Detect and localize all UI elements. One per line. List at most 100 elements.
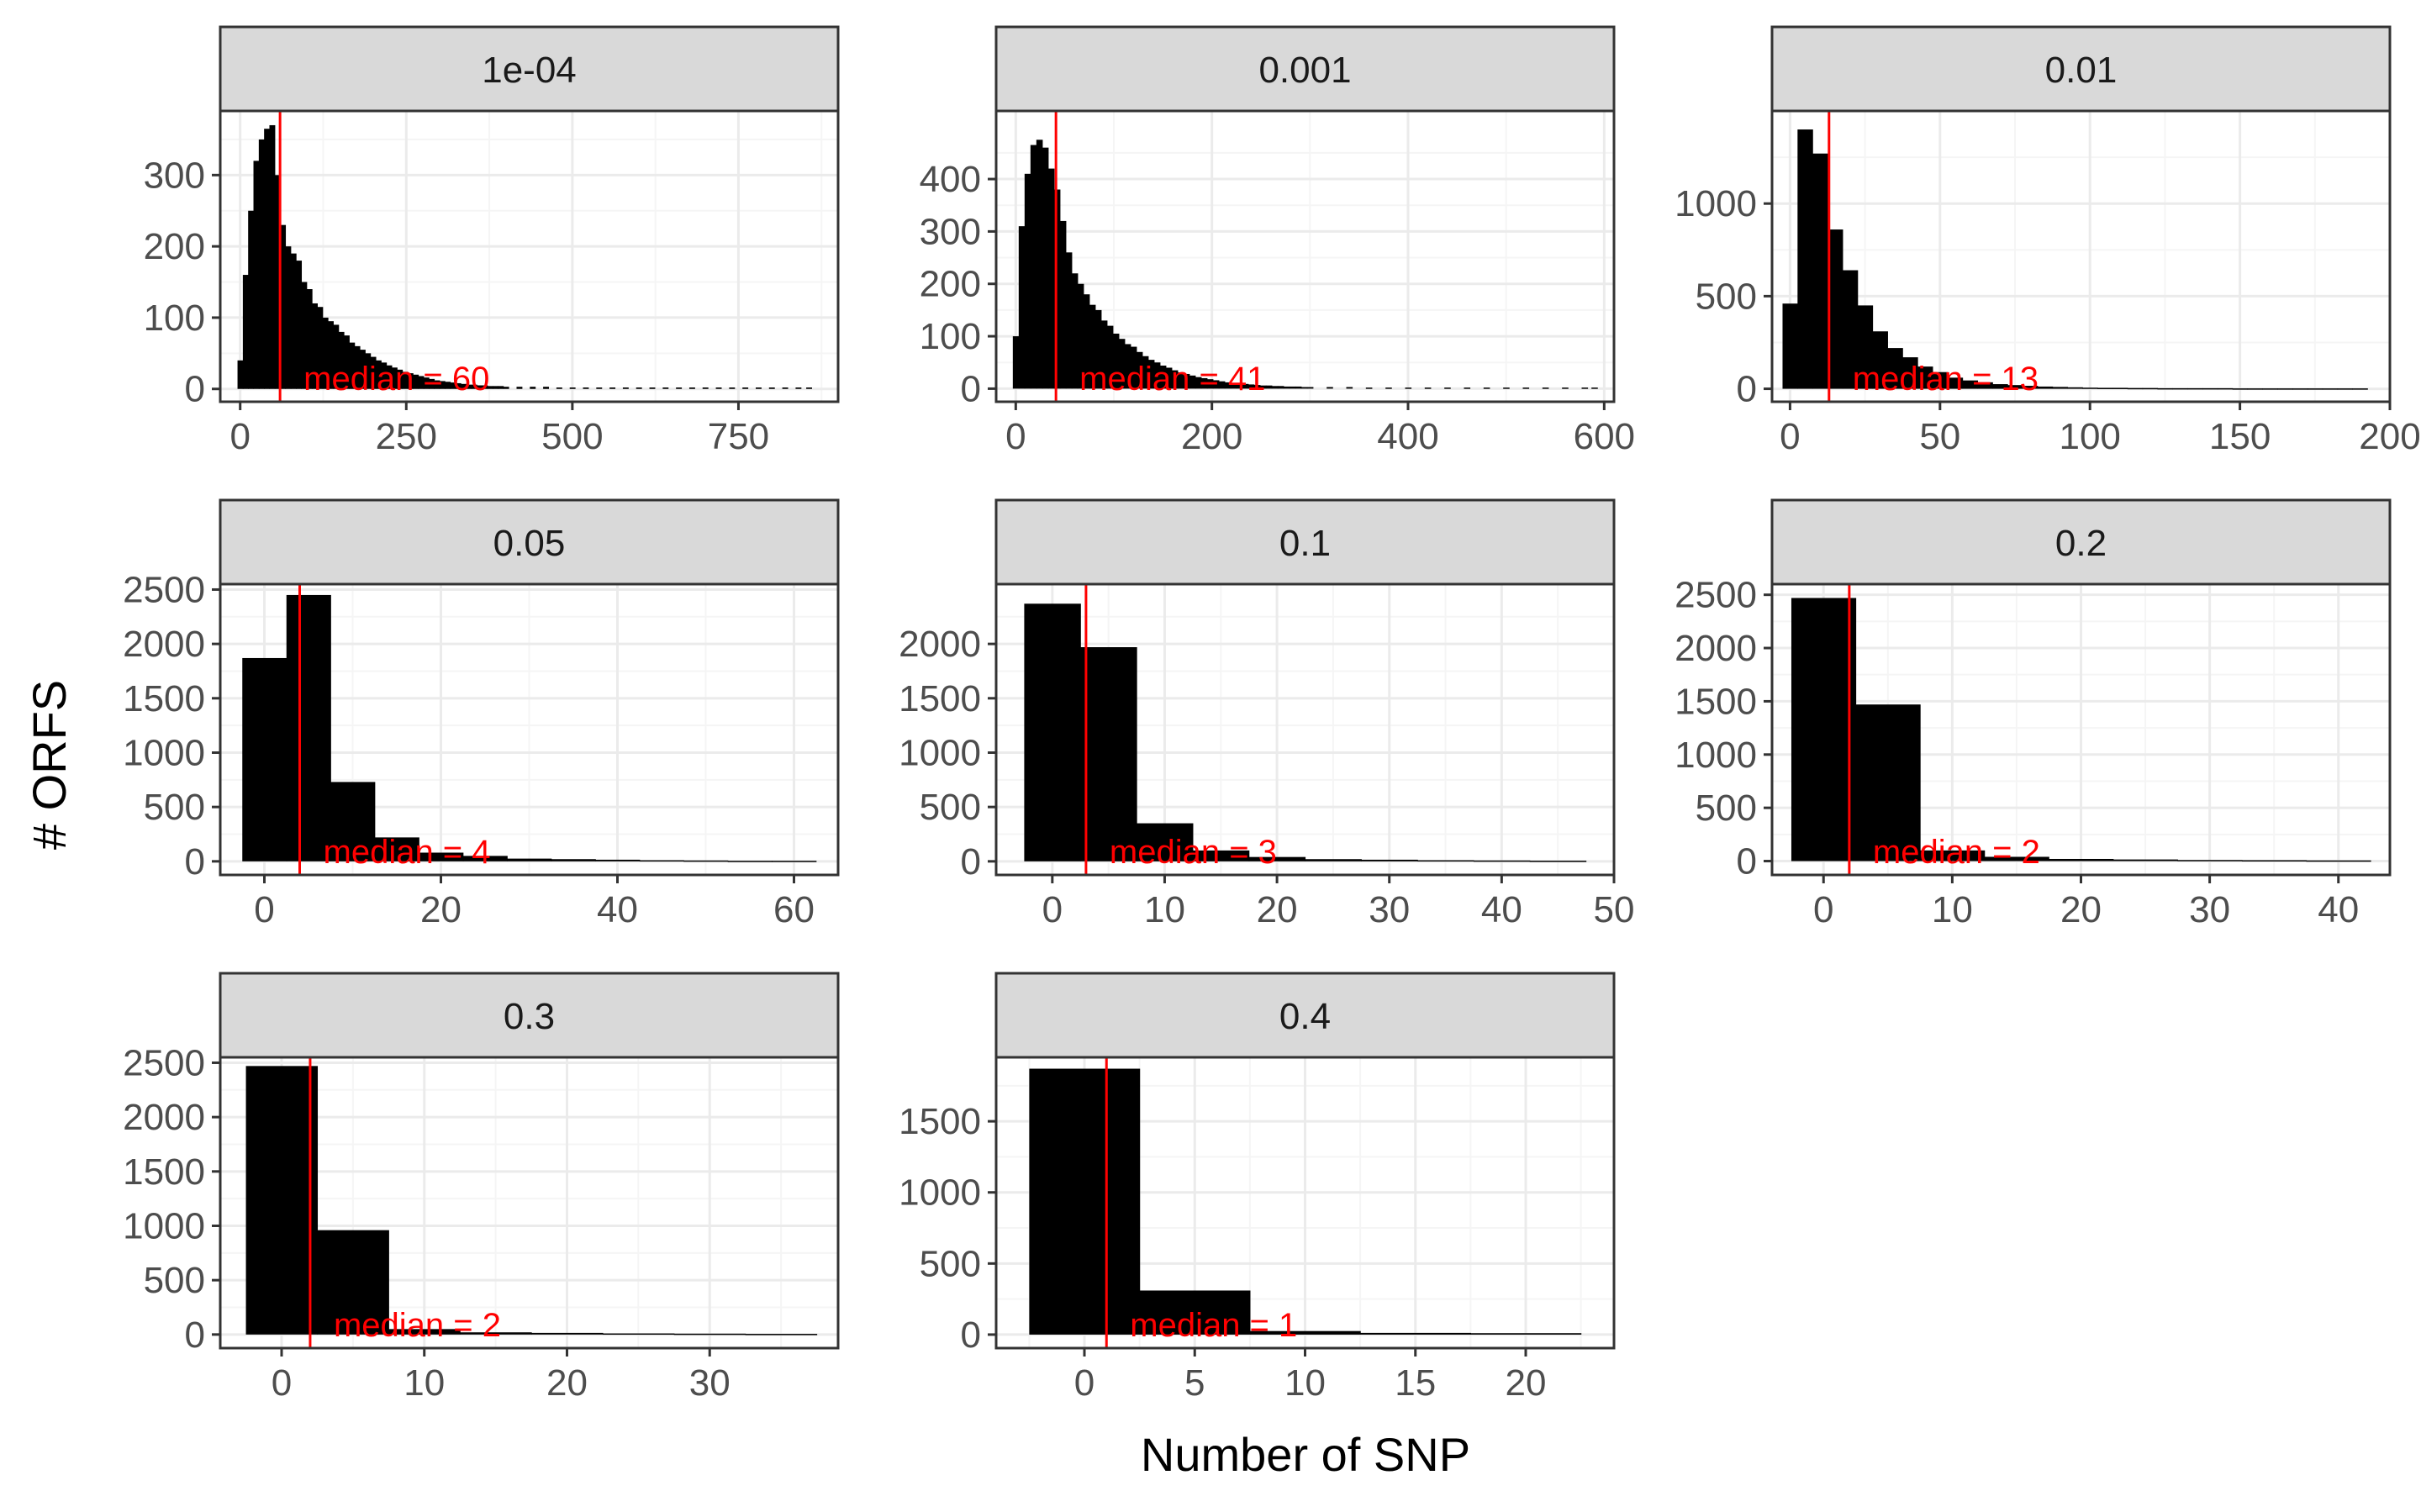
histogram-bar — [1030, 145, 1037, 389]
y-tick-label: 1500 — [123, 678, 205, 719]
median-label: median = 1 — [1130, 1307, 1297, 1344]
histogram-bar — [1503, 387, 1510, 389]
histogram-bar — [1136, 351, 1143, 389]
histogram-bar — [242, 657, 287, 861]
histogram-bar — [388, 1329, 461, 1335]
histogram-bar — [1230, 382, 1237, 389]
histogram-bar — [264, 129, 271, 389]
y-tick-label: 300 — [920, 211, 981, 252]
histogram-bar — [1177, 372, 1184, 389]
y-tick-label: 200 — [920, 264, 981, 305]
histogram-bar — [2142, 387, 2159, 390]
x-tick-label: 40 — [597, 889, 638, 930]
histogram-bar — [471, 384, 477, 389]
histogram-bar — [253, 161, 260, 389]
facet-panel-7: 0.4 median = 1 0 500 1000 1500 0 5 10 15 20 — [899, 972, 1616, 1404]
x-tick-label: 200 — [1181, 416, 1242, 457]
histogram-bar — [1236, 383, 1243, 389]
x-tick-label: 20 — [546, 1362, 588, 1404]
y-tick-label: 1000 — [1675, 735, 1757, 776]
histogram-bar — [1212, 380, 1220, 389]
histogram-bar — [622, 387, 629, 389]
histogram-bar — [402, 371, 409, 389]
x-tick-label: 20 — [1257, 889, 1298, 930]
histogram-bar — [1327, 387, 1333, 389]
histogram-bar — [768, 387, 775, 389]
y-tick-label: 2000 — [899, 624, 981, 665]
histogram-bar — [301, 282, 308, 389]
histogram-bar — [2187, 387, 2203, 390]
histogram-bar — [330, 782, 376, 861]
histogram-bar — [2049, 858, 2114, 861]
histogram-bar — [2097, 387, 2113, 389]
histogram-bar — [498, 386, 504, 389]
histogram-bar — [676, 387, 683, 389]
histogram-bar — [1065, 252, 1073, 389]
median-label: median = 3 — [1110, 834, 1277, 871]
histogram-bar — [1464, 387, 1471, 389]
histogram-bar — [1581, 387, 1589, 389]
y-tick-label: 100 — [144, 298, 205, 339]
histogram-bar — [1444, 387, 1451, 389]
histogram-bar — [455, 382, 462, 389]
histogram-bar — [556, 387, 562, 389]
histogram-bar — [596, 387, 603, 389]
histogram-bar — [2307, 388, 2323, 390]
histogram-bar — [2306, 860, 2371, 862]
facet-strip — [994, 25, 1616, 113]
histogram-bar — [2337, 388, 2354, 390]
histogram-bar — [328, 321, 334, 389]
y-tick-label: 1000 — [123, 732, 205, 773]
y-tick-label: 1000 — [123, 1205, 205, 1246]
x-axis-title: Number of SNP — [1141, 1428, 1470, 1481]
histogram-bar — [359, 350, 366, 389]
histogram-bar — [1591, 387, 1598, 389]
histogram-bar — [1242, 383, 1249, 389]
histogram-bar — [242, 275, 249, 389]
histogram-bar — [1029, 1068, 1141, 1335]
y-tick-label: 2000 — [123, 1097, 205, 1138]
x-tick-label: 10 — [404, 1362, 445, 1404]
histogram-bar — [290, 253, 297, 389]
histogram-bar — [2052, 387, 2069, 389]
histogram-bar — [245, 1066, 319, 1335]
panel-border — [1770, 109, 2392, 403]
y-tick-label: 1000 — [899, 732, 981, 773]
x-tick-label: 0 — [229, 416, 250, 457]
x-tick-label: 40 — [2318, 889, 2359, 930]
histogram-bar — [602, 1333, 675, 1336]
y-tick-label: 500 — [1696, 788, 1757, 829]
histogram-bar — [248, 210, 255, 389]
histogram-bar — [1300, 387, 1308, 389]
histogram-bar — [649, 387, 656, 389]
facet-strip — [219, 498, 840, 586]
y-tick-label: 400 — [920, 159, 981, 200]
histogram-bar — [1042, 147, 1049, 389]
x-tick-label: 50 — [1919, 416, 1960, 457]
histogram-bar — [2277, 388, 2293, 390]
x-tick-label: 0 — [1074, 1362, 1094, 1404]
histogram-bar — [1047, 168, 1055, 389]
histogram-bar — [503, 387, 509, 389]
facet-strip — [1770, 25, 2392, 113]
histogram-bar — [1289, 386, 1296, 389]
facet-strip — [994, 498, 1616, 586]
y-tick-label: 1500 — [123, 1151, 205, 1193]
x-tick-label: 100 — [2059, 416, 2120, 457]
histogram-bar — [381, 362, 388, 389]
histogram-bar — [1137, 823, 1194, 861]
histogram-bar — [1473, 860, 1531, 862]
histogram-bar — [729, 387, 736, 389]
histogram-bar — [466, 384, 472, 389]
histogram-bar — [1059, 220, 1067, 389]
x-tick-label: 0 — [1813, 889, 1833, 930]
histogram-bar — [2352, 388, 2368, 390]
x-tick-label: 20 — [2060, 889, 2102, 930]
y-tick-label: 2000 — [123, 624, 205, 665]
histogram-bar — [1947, 377, 1964, 389]
x-tick-label: 0 — [1042, 889, 1063, 930]
histogram-bar — [1248, 856, 1306, 861]
histogram-bar — [1306, 387, 1314, 389]
x-tick-label: 0 — [272, 1362, 292, 1404]
histogram-bar — [1024, 173, 1031, 389]
